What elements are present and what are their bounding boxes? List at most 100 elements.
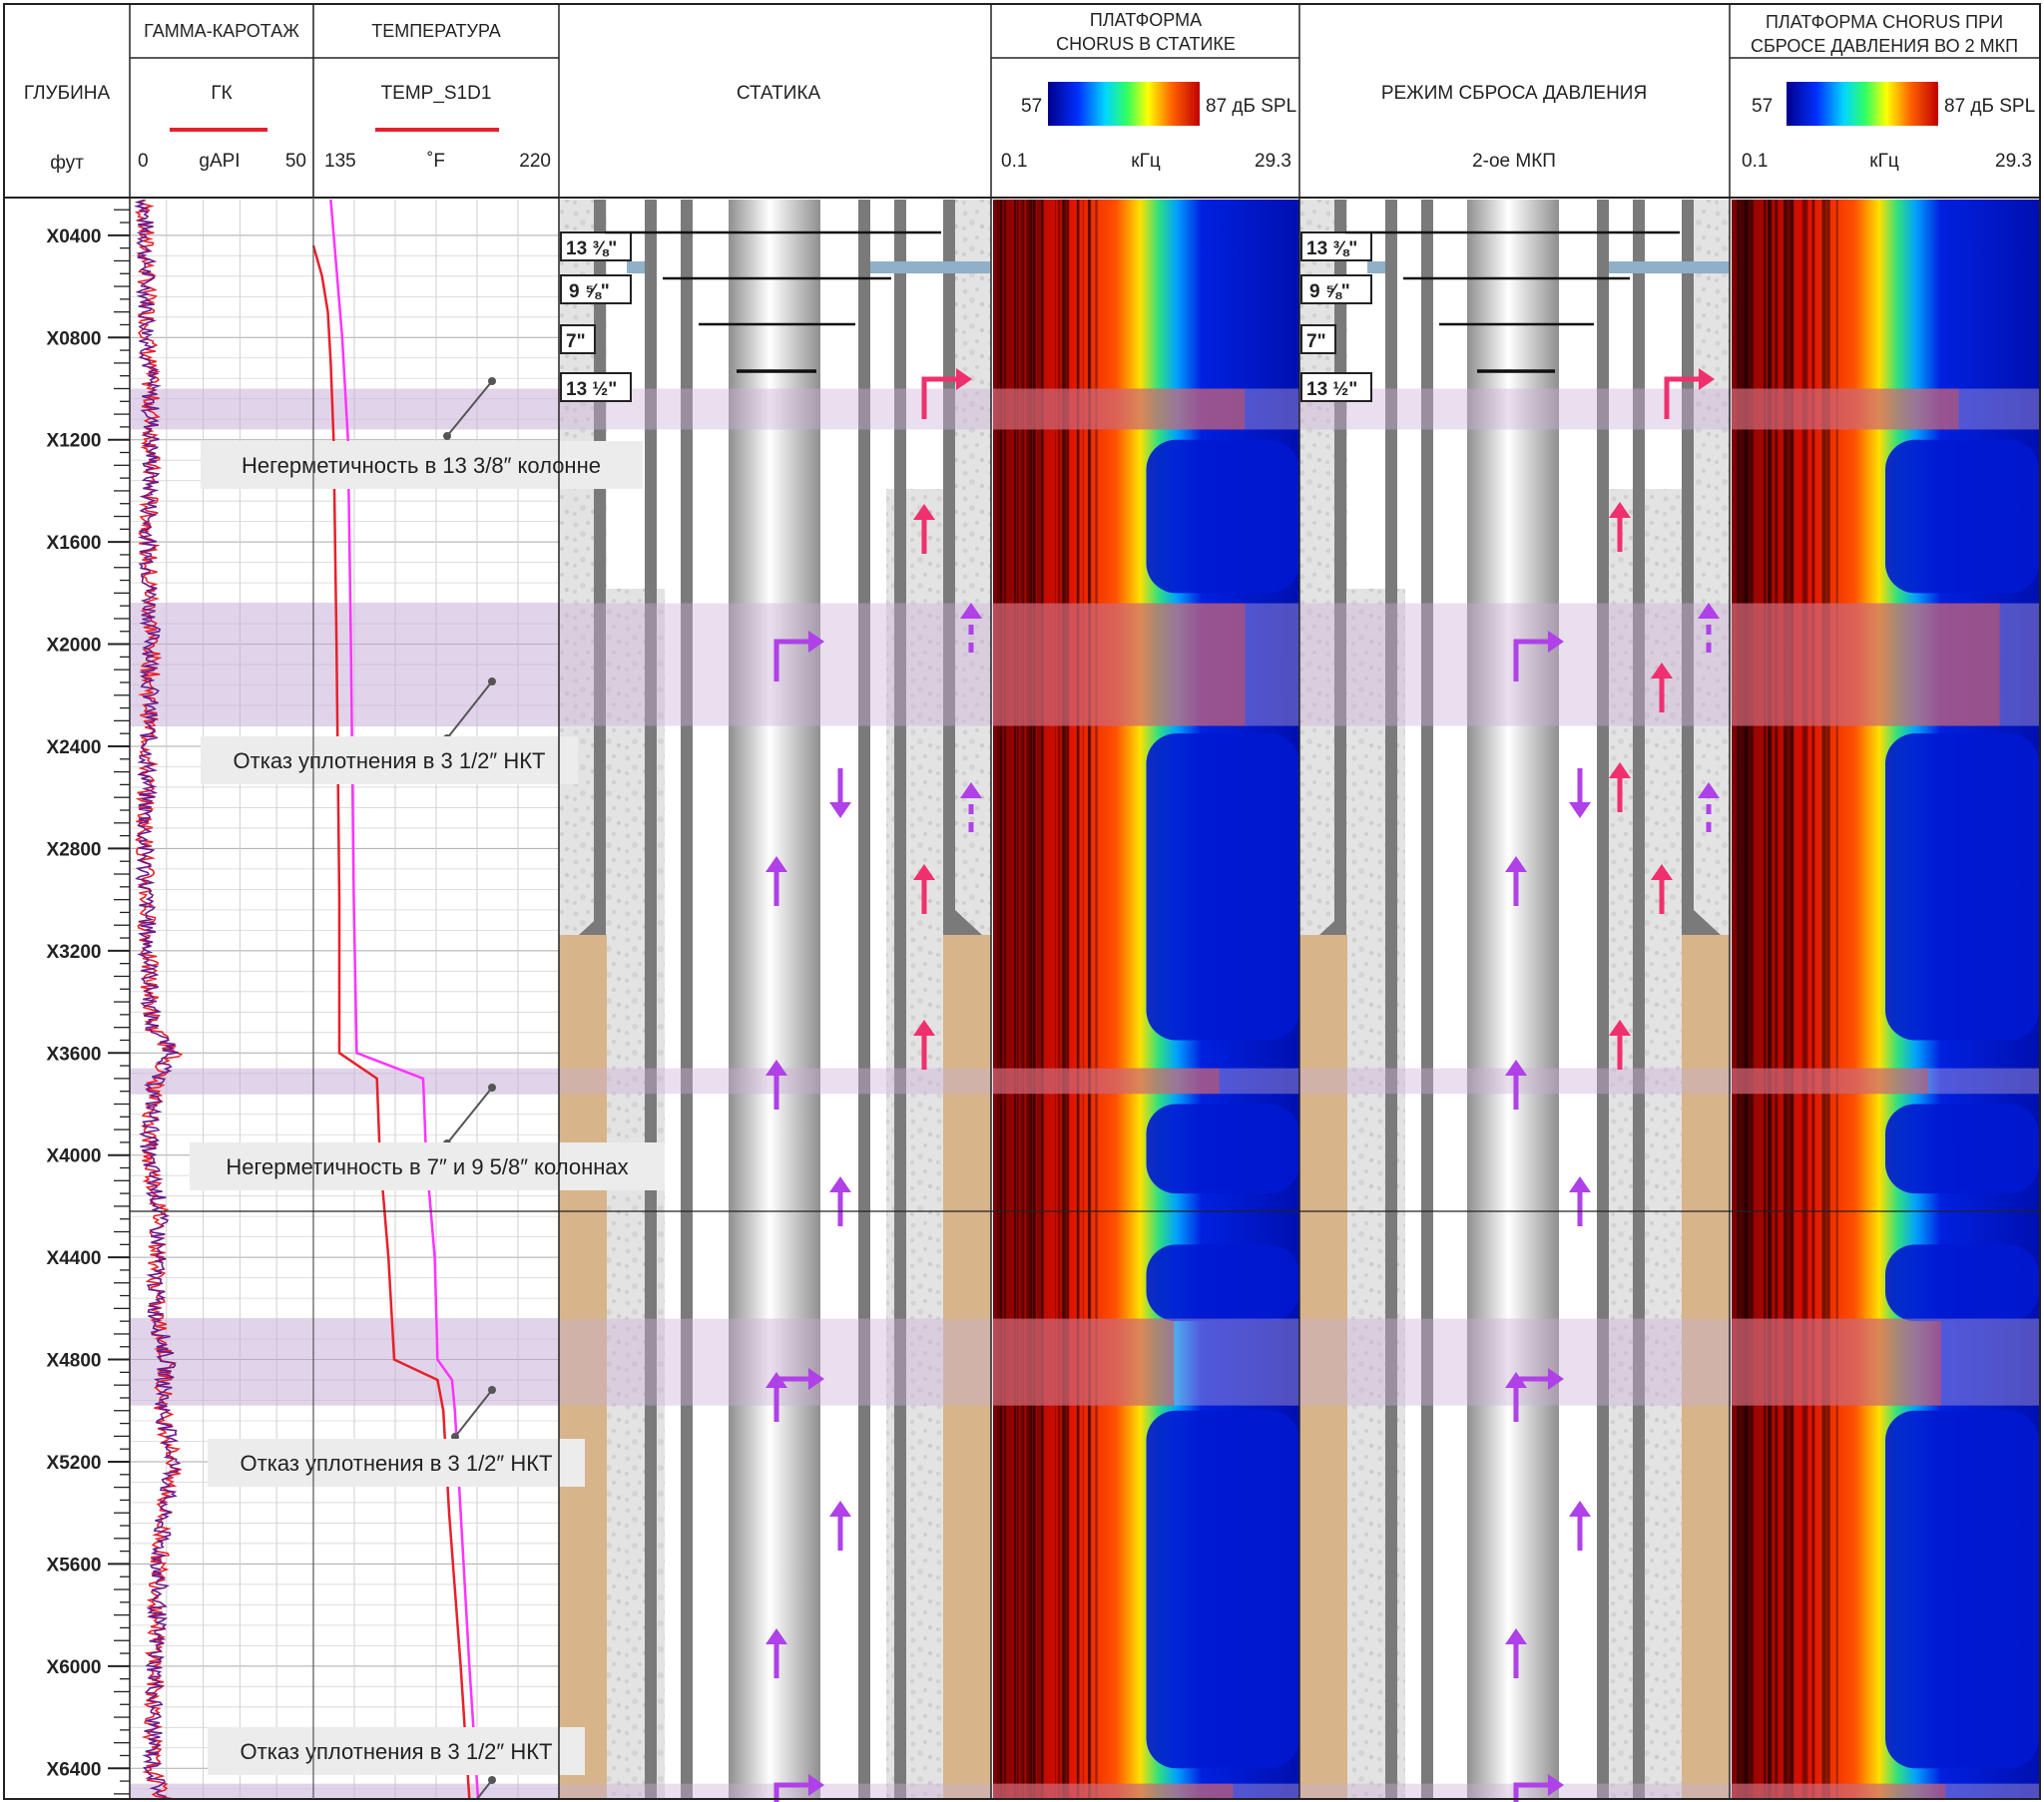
depth-tick-label: X5600 bbox=[47, 1555, 102, 1576]
spectrogram-streak bbox=[1033, 200, 1037, 1799]
temp-scale-unit: ˚F bbox=[427, 151, 445, 172]
depth-tick-label: X6000 bbox=[47, 1657, 102, 1678]
spectrogram-streak bbox=[1750, 200, 1753, 1799]
flow-arrow-head bbox=[956, 368, 972, 390]
spectrogram-streak bbox=[1062, 200, 1067, 1799]
flow-arrow-elbow bbox=[1664, 376, 1703, 419]
flow-arrow-head bbox=[1651, 864, 1673, 880]
chorus-static-fmax: 29.3 bbox=[1255, 151, 1291, 172]
chorus-static-scale-max: 87 дБ SPL bbox=[1206, 96, 1296, 117]
spectrogram-streak bbox=[1821, 200, 1825, 1799]
spectrogram-streak bbox=[1827, 200, 1830, 1799]
temp-scale-max: 220 bbox=[519, 151, 551, 172]
flow-arrow-head bbox=[1569, 802, 1591, 818]
depth-tick-label: X3600 bbox=[47, 1044, 102, 1065]
chorus-release-title-2: СБРОСЕ ДАВЛЕНИЯ ВО 2 МКП bbox=[1751, 36, 2018, 56]
chorus-release-spectrogram bbox=[1732, 200, 2039, 1799]
chorus-static-funit: кГц bbox=[1131, 151, 1161, 172]
spectrogram-quiet-zone bbox=[1146, 1244, 1299, 1322]
static-schematic bbox=[559, 200, 991, 1799]
casing-label-9-5-8: 9 ⅝" bbox=[560, 274, 632, 304]
spectrogram-quiet-zone bbox=[1885, 1104, 2039, 1194]
spectrogram-quiet-zone bbox=[1146, 439, 1299, 594]
spectrogram-band bbox=[993, 1783, 1234, 1799]
spectrogram-band bbox=[993, 603, 1246, 726]
spectrogram-band bbox=[1732, 1068, 1928, 1095]
depth-tick-label: X1200 bbox=[47, 431, 102, 452]
temp-curve-name: TEMP_S1D1 bbox=[381, 83, 492, 104]
casing-label-13-1-2: 13 ½" bbox=[560, 372, 632, 402]
svg-text:9 ⅝": 9 ⅝" bbox=[1309, 281, 1350, 302]
flow-arrow-head bbox=[1569, 1176, 1591, 1192]
spectrogram-streak bbox=[1055, 200, 1057, 1799]
spectrogram-streak bbox=[996, 200, 1000, 1799]
annotation-seal-failure-2: Отказ уплотнения в 3 1/2″ НКТ bbox=[208, 1386, 585, 1487]
depth-tick-label: X2800 bbox=[47, 839, 102, 860]
spectrogram-streak bbox=[1775, 200, 1779, 1799]
flow-arrow-head bbox=[913, 504, 935, 520]
svg-text:Негерметичность в 7″ и 9 5/8″: Негерметичность в 7″ и 9 5/8″ колоннах bbox=[226, 1154, 628, 1179]
flow-arrows bbox=[766, 368, 1720, 1802]
pressure-mode-title: РЕЖИМ СБРОСА ДАВЛЕНИЯ bbox=[1381, 83, 1647, 104]
gamma-curve-purple bbox=[133, 199, 182, 1799]
svg-text:13 ⅜": 13 ⅜" bbox=[1306, 238, 1357, 259]
flow-arrow-head bbox=[1698, 603, 1720, 619]
depth-tick-label: X4800 bbox=[47, 1351, 102, 1372]
depth-tick-label: X2000 bbox=[47, 636, 102, 657]
flow-arrow-head bbox=[1548, 1774, 1564, 1796]
spectrogram-streak bbox=[1036, 200, 1040, 1799]
depth-tick-label: X1600 bbox=[47, 533, 102, 554]
chorus-release-fmax: 29.3 bbox=[1995, 151, 2032, 172]
spectrogram-streak bbox=[1022, 200, 1025, 1799]
highlight-zones-logs bbox=[130, 388, 559, 1799]
flow-arrow-elbow bbox=[1513, 1376, 1552, 1419]
chorus-release-scale-max: 87 дБ SPL bbox=[1944, 96, 2035, 117]
flow-arrow-head bbox=[1609, 502, 1631, 518]
static-track-title: СТАТИКА bbox=[737, 83, 821, 104]
spectrogram-streak bbox=[1783, 200, 1787, 1799]
chorus-static-title-1: ПЛАТФОРМА bbox=[1090, 10, 1202, 30]
spectrogram-streak bbox=[1040, 200, 1043, 1799]
spectrogram-streak bbox=[1748, 200, 1751, 1799]
spectrogram-streak bbox=[1020, 200, 1024, 1799]
spectrogram-streak bbox=[1745, 200, 1748, 1799]
flow-arrow-head bbox=[829, 1501, 851, 1517]
spectrogram-streak bbox=[1087, 200, 1090, 1799]
depth-title: ГЛУБИНА bbox=[24, 83, 111, 104]
depth-tick-label: X4000 bbox=[47, 1146, 102, 1167]
spectrogram-band bbox=[993, 388, 1246, 430]
casing-labels-pressure: 13 ⅜" 9 ⅝" 7" 13 ½" bbox=[1300, 230, 1680, 402]
flow-arrow-head bbox=[960, 782, 982, 798]
highlight-zone bbox=[130, 1783, 559, 1799]
spectrogram-streak bbox=[1790, 200, 1794, 1799]
flow-arrow-head bbox=[808, 1774, 824, 1796]
flow-arrow-head bbox=[829, 1176, 851, 1192]
chorus-static-fmin: 0.1 bbox=[1001, 151, 1027, 172]
gamma-scale-min: 0 bbox=[138, 151, 149, 172]
flow-arrow-head bbox=[1505, 1060, 1527, 1076]
svg-text:7": 7" bbox=[566, 331, 586, 352]
chorus-release-title-1: ПЛАТФОРМА CHORUS ПРИ bbox=[1766, 12, 2003, 32]
highlight-zone bbox=[130, 603, 559, 726]
spectrogram-band bbox=[1732, 603, 2000, 726]
spectrogram-streak bbox=[1088, 200, 1092, 1799]
flow-arrow-elbow bbox=[773, 639, 812, 681]
flow-arrow-head bbox=[766, 856, 787, 872]
spectrogram-streak bbox=[1013, 200, 1016, 1799]
pressure-schematic bbox=[1299, 200, 1730, 1799]
spectrogram-band bbox=[993, 1068, 1220, 1095]
spectrogram-band bbox=[993, 1318, 1175, 1406]
spectrogram-streak bbox=[1057, 200, 1061, 1799]
spectrogram-streak bbox=[1061, 200, 1064, 1799]
depth-tick-label: X4400 bbox=[47, 1248, 102, 1269]
pressure-mode-subtitle: 2-ое МКП bbox=[1472, 151, 1556, 172]
spectrogram-streak bbox=[1835, 200, 1838, 1799]
chorus-release-scale-min: 57 bbox=[1752, 96, 1773, 117]
chorus-static-title-2: CHORUS В СТАТИКЕ bbox=[1056, 34, 1236, 54]
spectrogram-streak bbox=[1768, 200, 1770, 1799]
spectrogram-streak bbox=[1803, 200, 1805, 1799]
chorus-release-fmin: 0.1 bbox=[1742, 151, 1768, 172]
spectrogram-streak bbox=[1811, 200, 1815, 1799]
spectrogram-quiet-zone bbox=[1146, 733, 1299, 1041]
